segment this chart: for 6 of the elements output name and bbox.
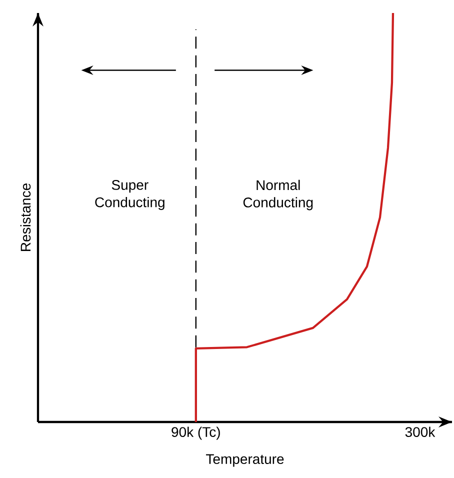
x-tick-label: 300k — [405, 426, 436, 437]
x-axis-title: Temperature — [206, 454, 284, 467]
annotation: Normal Conducting — [243, 180, 313, 210]
x-tick-label: 90k (Tc) — [172, 426, 220, 440]
y-axis-title: Resistance — [20, 184, 31, 251]
annotation: Super Conducting — [95, 180, 164, 210]
